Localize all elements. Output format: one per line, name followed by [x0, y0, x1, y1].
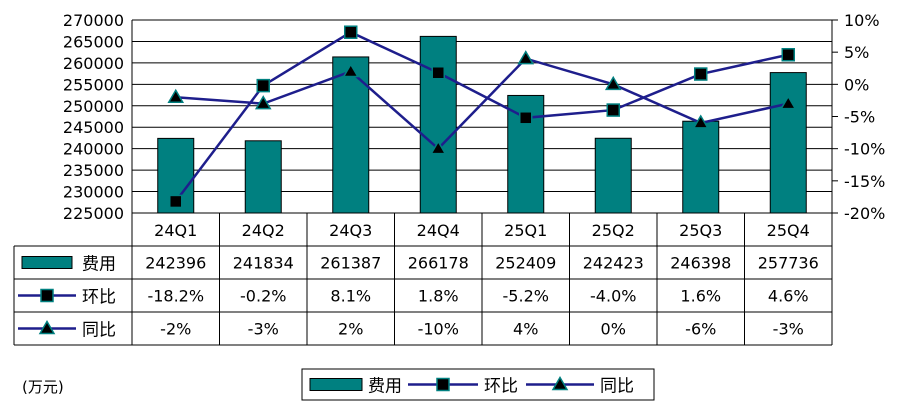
unit-label: (万元)	[22, 378, 64, 396]
tongbi-point-24Q1	[167, 88, 185, 103]
table-cell: -6%	[685, 320, 716, 339]
category-label: 24Q1	[154, 221, 197, 240]
category-label: 25Q2	[592, 221, 635, 240]
legend-key-bar	[309, 378, 363, 391]
table-cell: 252409	[495, 254, 556, 273]
y-left-tick-label: 225000	[63, 204, 124, 223]
table-row-name: 费用	[82, 255, 116, 275]
table-cell: -3%	[773, 320, 804, 339]
y-left-tick-label: 230000	[63, 183, 124, 202]
y-right-tick-label: 5%	[844, 43, 869, 62]
category-label: 24Q2	[242, 221, 285, 240]
table-cell: 1.6%	[680, 287, 721, 306]
table-cell: -2%	[160, 320, 191, 339]
huanbi-point-24Q4	[431, 66, 445, 80]
category-label: 24Q4	[417, 221, 460, 240]
bar-24Q4	[419, 35, 457, 214]
y-left-tick-label: 240000	[63, 140, 124, 159]
y-right-tick-label: 0%	[844, 75, 869, 94]
huanbi-point-25Q3	[694, 67, 708, 81]
category-label: 25Q3	[679, 221, 722, 240]
bar-25Q2	[594, 137, 632, 214]
table-cell: 257736	[758, 254, 819, 273]
y-left-tick-label: 265000	[63, 32, 124, 51]
line-tongbi	[175, 57, 789, 151]
table-cell: 242396	[145, 254, 206, 273]
table-cell: -3%	[248, 320, 279, 339]
table-cell: 8.1%	[330, 287, 371, 306]
bar-24Q3	[332, 56, 370, 214]
table-cell: 1.8%	[418, 287, 459, 306]
table-cell: -10%	[418, 320, 459, 339]
bar-25Q4	[769, 72, 807, 214]
bar-25Q3	[682, 120, 720, 214]
table-cell: 4.6%	[768, 287, 809, 306]
table-row-name: 环比	[82, 288, 116, 308]
huanbi-point-24Q2	[256, 78, 270, 93]
legend-key-triangle	[551, 376, 569, 391]
y-right-tick-label: 10%	[844, 11, 880, 30]
table-cell: 0%	[601, 320, 626, 339]
y-left-tick-label: 270000	[63, 11, 124, 30]
tongbi-point-24Q3	[342, 62, 360, 78]
table-key-triangle	[38, 320, 56, 335]
table-cell: 4%	[513, 320, 538, 339]
huanbi-point-24Q1	[169, 194, 183, 209]
huanbi-point-25Q2	[606, 103, 620, 117]
y-right-tick-label: -10%	[844, 140, 885, 159]
y-right-tick-label: -20%	[844, 204, 885, 223]
legend-label: 同比	[600, 377, 634, 397]
tongbi-point-24Q2	[254, 95, 272, 110]
huanbi-point-25Q4	[781, 47, 795, 62]
table-cell: -18.2%	[147, 287, 204, 306]
table-cell: 266178	[408, 254, 469, 273]
table-cell: 246398	[670, 254, 731, 273]
category-label: 25Q4	[767, 221, 810, 240]
tongbi-point-25Q2	[604, 75, 622, 91]
legend-label: 费用	[368, 377, 402, 397]
tongbi-point-24Q4	[429, 140, 447, 155]
huanbi-point-24Q3	[344, 25, 358, 39]
tongbi-point-25Q3	[692, 114, 710, 129]
legend-key-square	[436, 377, 450, 392]
y-left-tick-label: 245000	[63, 118, 124, 137]
table-cell: -4.0%	[590, 287, 636, 306]
table-cell: 261387	[320, 254, 381, 273]
y-left-tick-label: 255000	[63, 75, 124, 94]
tongbi-point-25Q4	[779, 95, 797, 110]
legend-label: 环比	[484, 377, 518, 397]
y-right-tick-label: -15%	[844, 172, 885, 191]
table-row-name: 同比	[82, 321, 116, 341]
table-key-bar	[21, 256, 73, 269]
table-key-square	[40, 288, 54, 303]
y-left-tick-label: 235000	[63, 161, 124, 180]
table-cell: 241834	[233, 254, 294, 273]
y-right-tick-label: -5%	[844, 108, 875, 127]
table-cell: -0.2%	[240, 287, 286, 306]
huanbi-point-25Q1	[519, 111, 533, 125]
bar-24Q2	[244, 140, 282, 214]
table-cell: 2%	[338, 320, 363, 339]
table-cell: -5.2%	[503, 287, 549, 306]
tongbi-point-25Q1	[517, 50, 535, 65]
category-label: 25Q1	[504, 221, 547, 240]
y-left-tick-label: 260000	[63, 54, 124, 73]
y-left-tick-label: 250000	[63, 97, 124, 116]
line-huanbi	[174, 30, 789, 203]
table-cell: 242423	[583, 254, 644, 273]
category-label: 24Q3	[329, 221, 372, 240]
